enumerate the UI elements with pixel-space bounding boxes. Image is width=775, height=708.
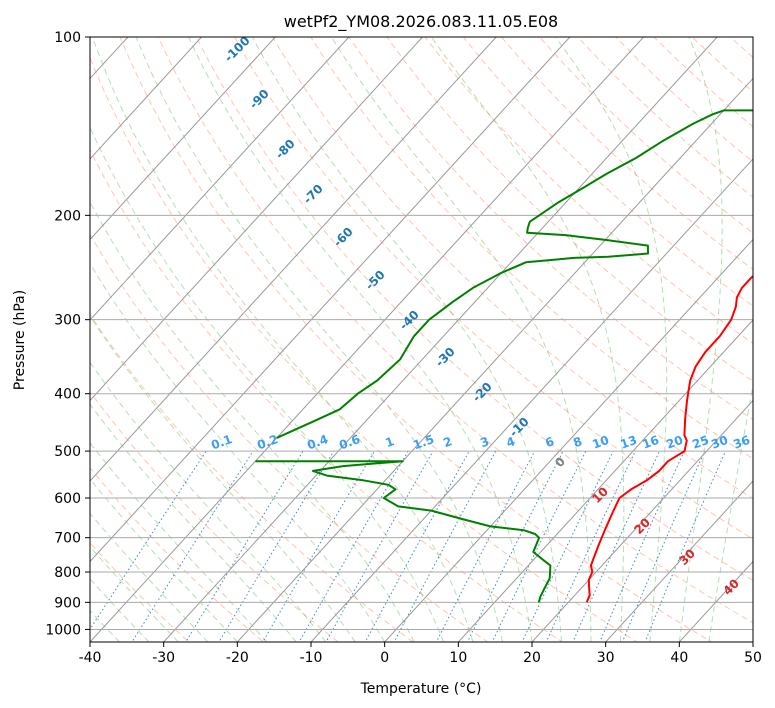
profile-lines [255,109,753,603]
isotherm-line [90,37,424,402]
dry-adiabat-line [90,466,265,642]
dry-adiabat-line [90,233,489,642]
dry-adiabat-line [119,37,713,642]
isotherm-line [236,77,753,642]
plot-frame [89,36,754,643]
mixing-ratio-label: 0.6 [337,432,362,452]
x-tick-label: 20 [523,650,541,666]
y-tick-label: 600 [54,491,81,507]
isotherm-line [90,37,645,642]
isotherm-line [531,399,753,642]
isotherm-line [310,158,753,642]
temperature-profile [585,275,753,603]
moist-adiabat-line [251,37,562,642]
moist-adiabat-line [430,37,625,642]
dry-adiabat-line [462,37,753,307]
x-axis-label: Temperature (°C) [360,681,482,697]
dry-adiabat-line [90,313,414,642]
y-axis-label: Pressure (hPa) [12,290,28,390]
y-tick-label: 100 [54,30,81,46]
mixing-ratio-label: 25 [690,433,710,452]
dewpoint-profile-lower [255,460,552,603]
mixing-ratio-label: 20 [664,433,684,452]
moist-adiabat-line [90,126,445,642]
dewpoint-profile-upper [276,109,753,439]
mixing-ratio-label: 1.5 [411,432,436,452]
isotherm-line [162,37,718,642]
mixing-ratio-label: 30 [709,433,729,452]
dry-adiabat-line [157,37,753,624]
moist-adiabat-line [555,37,668,642]
dry-adiabat-line [348,37,753,421]
mixing-ratio-label: 0.4 [305,432,330,452]
y-tick-label: 900 [54,595,81,611]
isotherm-line [383,238,753,642]
dry-adiabat-line [90,56,638,642]
mixing-ratio-label: 13 [618,433,638,452]
isotherm-line [90,37,276,241]
moist-adiabat-line [708,382,753,642]
y-tick-label: 800 [54,565,81,581]
x-tick-label: -20 [226,650,249,666]
moist-adiabat-line [90,403,297,642]
moist-adiabat-line [90,361,327,642]
moist-adiabat-line [91,37,474,642]
moist-adiabat-line [90,315,356,642]
y-tick-label: 500 [54,444,81,460]
y-tick-label: 1000 [45,622,81,638]
chart-title: wetPf2_YM08.2026.083.11.05.E08 [284,12,558,32]
x-tick-label: 10 [449,650,467,666]
dry-adiabat-line [310,37,753,460]
moist-adiabat-line [135,37,503,642]
x-tick-label: 30 [597,650,615,666]
dry-adiabat-line [90,148,564,642]
mixing-ratio-label: 0.2 [255,432,280,452]
isotherm-line [457,319,753,642]
mixing-ratio-label: 10 [590,433,610,452]
moist-adiabat-line [90,262,386,642]
y-tick-label: 200 [54,208,81,224]
mixing-ratio-label: 16 [640,433,660,452]
x-tick-label: 40 [670,650,688,666]
mixing-ratio-label: 36 [731,433,751,452]
y-tick-label: 300 [54,313,81,329]
isotherm-line [90,37,497,482]
isotherm-line [604,480,753,642]
y-axis-ticks: 100 200 300 400 500 600 700 800 900 1000 [45,30,90,638]
x-tick-label: -40 [79,650,102,666]
x-tick-label: -30 [152,650,175,666]
x-tick-label: 50 [744,650,762,666]
y-tick-label: 400 [54,387,81,403]
isotherm-line [90,37,203,160]
isotherm-line [90,37,571,563]
moist-adiabat-line [331,37,592,642]
moist-adiabat-line [678,37,723,642]
dry-adiabat-line [90,542,190,642]
dry-adiabat-line [386,37,753,382]
isotherm-line [90,37,350,321]
moist-adiabat-line [187,37,533,642]
dry-adiabat-line [272,37,753,500]
grid-lines [90,37,753,642]
y-tick-label: 700 [54,531,81,547]
mixing-ratio-label: 0.1 [209,432,234,452]
x-tick-label: -10 [300,650,323,666]
x-tick-label: 0 [380,650,389,666]
x-axis-ticks: -40 -30 -20 -10 0 10 20 30 40 50 [79,642,762,666]
